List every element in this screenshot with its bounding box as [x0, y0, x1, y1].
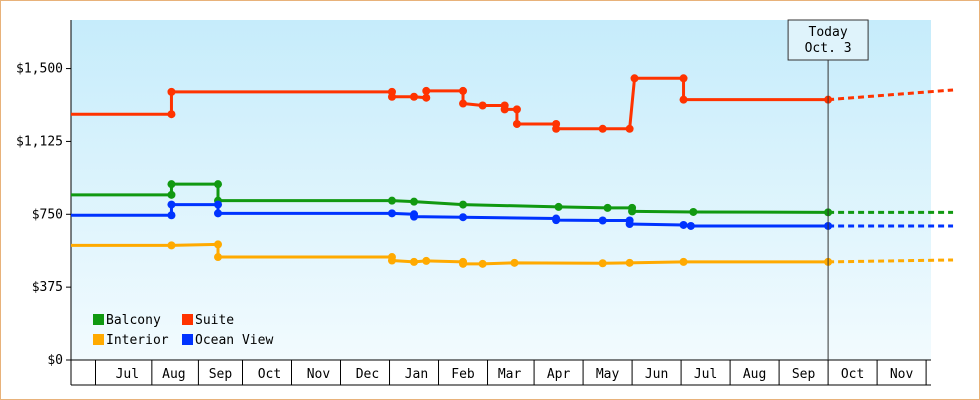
- data-point-suite[interactable]: [500, 105, 509, 114]
- x-tick-label: Nov: [890, 367, 914, 382]
- data-point-interior[interactable]: [679, 257, 688, 266]
- data-point-suite[interactable]: [598, 124, 607, 133]
- legend-label-suite: Suite: [195, 313, 234, 328]
- data-point-interior[interactable]: [459, 259, 468, 268]
- data-point-suite[interactable]: [167, 87, 176, 96]
- legend-swatch-balcony: [93, 314, 104, 325]
- y-tick-label: $1,500: [16, 62, 63, 77]
- data-point-balcony[interactable]: [689, 207, 698, 216]
- data-point-interior[interactable]: [422, 256, 431, 265]
- x-tick-label: Aug: [743, 367, 766, 382]
- data-point-interior[interactable]: [214, 240, 223, 249]
- x-tick-label: Apr: [547, 367, 571, 382]
- data-point-balcony[interactable]: [628, 207, 637, 216]
- plot-area: [71, 20, 931, 360]
- data-point-suite[interactable]: [512, 119, 521, 128]
- data-point-ocean-view[interactable]: [167, 200, 176, 209]
- today-label: Today: [809, 25, 848, 40]
- data-point-balcony[interactable]: [387, 196, 396, 205]
- data-point-ocean-view[interactable]: [167, 211, 176, 220]
- data-point-balcony[interactable]: [410, 197, 419, 206]
- data-point-suite[interactable]: [630, 74, 639, 83]
- data-point-suite[interactable]: [679, 95, 688, 104]
- data-point-interior[interactable]: [625, 258, 634, 267]
- series-forecast-interior: [828, 258, 954, 264]
- data-point-balcony[interactable]: [554, 202, 563, 211]
- x-tick-label: Dec: [356, 367, 379, 382]
- today-box: [787, 19, 869, 61]
- data-point-ocean-view[interactable]: [625, 220, 634, 228]
- data-point-ocean-view[interactable]: [686, 221, 695, 230]
- data-point-interior[interactable]: [510, 258, 519, 267]
- x-tick-label: Jul: [694, 367, 717, 382]
- legend-label-interior: Interior: [106, 333, 169, 348]
- legend-swatch-suite: [182, 314, 193, 325]
- x-tick-label: Feb: [451, 367, 475, 382]
- y-tick-label: $750: [32, 207, 63, 222]
- legend-swatch-interior: [93, 334, 104, 345]
- data-point-suite[interactable]: [167, 110, 176, 119]
- data-point-ocean-view[interactable]: [598, 216, 607, 225]
- data-point-interior[interactable]: [214, 253, 223, 262]
- data-point-interior[interactable]: [598, 259, 607, 268]
- data-point-ocean-view[interactable]: [679, 220, 688, 229]
- x-tick-label: Oct: [841, 367, 864, 382]
- data-point-suite[interactable]: [478, 101, 487, 110]
- data-point-suite[interactable]: [512, 105, 521, 114]
- data-point-ocean-view[interactable]: [410, 212, 419, 221]
- data-point-ocean-view[interactable]: [552, 216, 561, 225]
- y-tick-label: $0: [47, 353, 63, 368]
- data-point-ocean-view[interactable]: [214, 200, 223, 209]
- legend-label-ocean-view: Ocean View: [195, 333, 273, 348]
- data-point-suite[interactable]: [625, 124, 634, 133]
- data-point-suite[interactable]: [422, 93, 431, 102]
- data-point-balcony[interactable]: [459, 200, 468, 209]
- data-point-balcony[interactable]: [214, 180, 223, 189]
- data-point-ocean-view[interactable]: [387, 209, 396, 218]
- data-point-interior[interactable]: [410, 257, 419, 266]
- data-point-suite[interactable]: [552, 124, 561, 133]
- y-tick-label: $1,125: [16, 134, 63, 149]
- legend-swatch-ocean-view: [182, 334, 193, 345]
- y-tick-label: $375: [32, 280, 63, 295]
- today-date: Oct. 3: [805, 41, 852, 56]
- x-tick-label: Jun: [645, 367, 668, 382]
- data-point-balcony[interactable]: [167, 180, 176, 189]
- data-point-suite[interactable]: [679, 74, 688, 83]
- data-point-interior[interactable]: [478, 259, 487, 268]
- data-point-interior[interactable]: [387, 256, 396, 265]
- x-tick-label: May: [596, 367, 620, 382]
- x-tick-label: Mar: [498, 367, 522, 382]
- x-tick-label: Oct: [258, 367, 281, 382]
- series-forecast-suite: [827, 88, 954, 102]
- x-tick-label: Nov: [307, 367, 331, 382]
- data-point-balcony[interactable]: [167, 190, 176, 199]
- data-point-suite[interactable]: [459, 99, 468, 108]
- series-line-interior: [71, 242, 829, 266]
- data-point-balcony[interactable]: [603, 203, 612, 212]
- x-tick-label: Sep: [792, 367, 816, 382]
- data-point-suite[interactable]: [387, 92, 396, 101]
- data-point-suite[interactable]: [422, 86, 431, 95]
- x-tick-label: Jan: [405, 367, 428, 382]
- x-tick-label: Jul: [116, 367, 139, 382]
- legend-label-balcony: Balcony: [106, 313, 161, 328]
- data-point-interior[interactable]: [167, 241, 176, 250]
- x-tick-label: Sep: [209, 367, 233, 382]
- data-point-ocean-view[interactable]: [214, 209, 223, 218]
- data-point-suite[interactable]: [459, 86, 468, 95]
- x-tick-label: Aug: [162, 367, 185, 382]
- data-point-ocean-view[interactable]: [459, 213, 468, 222]
- data-point-suite[interactable]: [410, 92, 419, 101]
